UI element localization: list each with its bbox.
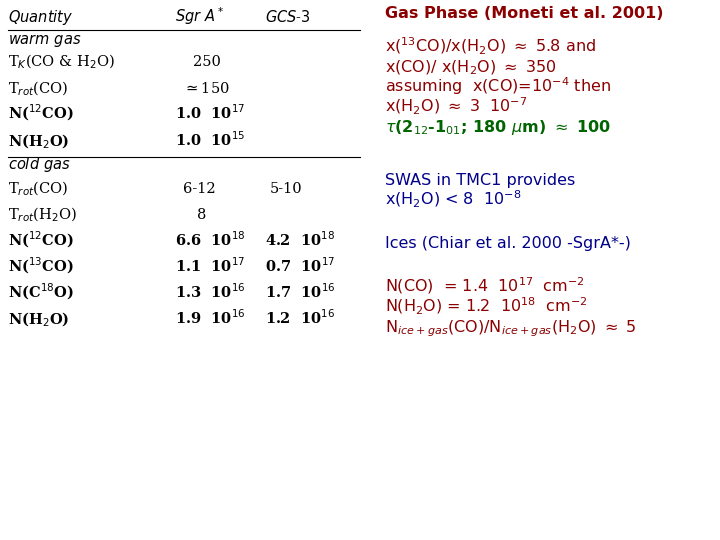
- Text: N(C$^{18}$O): N(C$^{18}$O): [8, 282, 74, 302]
- Text: N(CO)  = 1.4  10$^{17}$  cm$^{-2}$: N(CO) = 1.4 10$^{17}$ cm$^{-2}$: [385, 276, 585, 296]
- Text: 1.1  10$^{17}$: 1.1 10$^{17}$: [175, 256, 246, 275]
- Text: 1.0  10$^{15}$: 1.0 10$^{15}$: [175, 130, 246, 149]
- Text: N$_{ice+gas}$(CO)/N$_{ice+gas}$(H$_2$O) $\approx$ 5: N$_{ice+gas}$(CO)/N$_{ice+gas}$(H$_2$O) …: [385, 318, 636, 339]
- Text: x(CO)/ x(H$_2$O) $\approx$ 350: x(CO)/ x(H$_2$O) $\approx$ 350: [385, 58, 557, 77]
- Text: $\mathit{Quantity}$: $\mathit{Quantity}$: [8, 8, 73, 27]
- Text: x($^{13}$CO)/x(H$_2$O) $\approx$ 5.8 and: x($^{13}$CO)/x(H$_2$O) $\approx$ 5.8 and: [385, 36, 596, 57]
- Text: 1.9  10$^{16}$: 1.9 10$^{16}$: [175, 308, 246, 327]
- Text: 1.3  10$^{16}$: 1.3 10$^{16}$: [175, 282, 246, 301]
- Text: 1.0  10$^{17}$: 1.0 10$^{17}$: [175, 103, 246, 122]
- Text: N(H$_2$O): N(H$_2$O): [8, 132, 69, 151]
- Text: Ices (Chiar et al. 2000 -SgrA*-): Ices (Chiar et al. 2000 -SgrA*-): [385, 236, 631, 251]
- Text: 250: 250: [193, 55, 221, 69]
- Text: assuming  x(CO)=10$^{-4}$ then: assuming x(CO)=10$^{-4}$ then: [385, 75, 611, 97]
- Text: Gas Phase (Moneti et al. 2001): Gas Phase (Moneti et al. 2001): [385, 6, 664, 21]
- Text: 0.7  10$^{17}$: 0.7 10$^{17}$: [265, 256, 336, 275]
- Text: N($^{12}$CO): N($^{12}$CO): [8, 230, 74, 251]
- Text: T$_{rot}$(CO): T$_{rot}$(CO): [8, 179, 68, 198]
- Text: $\mathit{Sgr}$ $\mathit{A^*}$: $\mathit{Sgr}$ $\mathit{A^*}$: [175, 5, 224, 27]
- Text: 4.2  10$^{18}$: 4.2 10$^{18}$: [265, 230, 335, 249]
- Text: T$_{rot}$(H$_2$O): T$_{rot}$(H$_2$O): [8, 205, 77, 224]
- Text: 6-12: 6-12: [183, 182, 215, 196]
- Text: SWAS in TMC1 provides: SWAS in TMC1 provides: [385, 173, 575, 188]
- Text: T$_K$(CO & H$_2$O): T$_K$(CO & H$_2$O): [8, 52, 114, 71]
- Text: $\mathit{GCS}$-$\mathit{3}$: $\mathit{GCS}$-$\mathit{3}$: [265, 9, 311, 25]
- Text: N($^{12}$CO): N($^{12}$CO): [8, 103, 74, 123]
- Text: N(H$_2$O): N(H$_2$O): [8, 310, 69, 329]
- Text: x(H$_2$O) $\approx$ 3  10$^{-7}$: x(H$_2$O) $\approx$ 3 10$^{-7}$: [385, 96, 528, 117]
- Text: $\simeq$150: $\simeq$150: [183, 81, 230, 96]
- Text: x(H$_2$O) < 8  10$^{-8}$: x(H$_2$O) < 8 10$^{-8}$: [385, 188, 521, 210]
- Text: $\tau$(2$_{12}$-1$_{01}$; 180 $\mu$m) $\approx$ 100: $\tau$(2$_{12}$-1$_{01}$; 180 $\mu$m) $\…: [385, 118, 611, 137]
- Text: T$_{rot}$(CO): T$_{rot}$(CO): [8, 79, 68, 98]
- Text: N($^{13}$CO): N($^{13}$CO): [8, 256, 74, 276]
- Text: $\mathit{cold\ gas}$: $\mathit{cold\ gas}$: [8, 155, 71, 174]
- Text: 1.2  10$^{16}$: 1.2 10$^{16}$: [265, 308, 335, 327]
- Text: 6.6  10$^{18}$: 6.6 10$^{18}$: [175, 230, 246, 249]
- Text: $\mathit{warm\ gas}$: $\mathit{warm\ gas}$: [8, 32, 81, 49]
- Text: 1.7  10$^{16}$: 1.7 10$^{16}$: [265, 282, 336, 301]
- Text: 8: 8: [197, 208, 207, 222]
- Text: N(H$_2$O) = 1.2  10$^{18}$  cm$^{-2}$: N(H$_2$O) = 1.2 10$^{18}$ cm$^{-2}$: [385, 295, 588, 316]
- Text: 5-10: 5-10: [270, 182, 302, 196]
